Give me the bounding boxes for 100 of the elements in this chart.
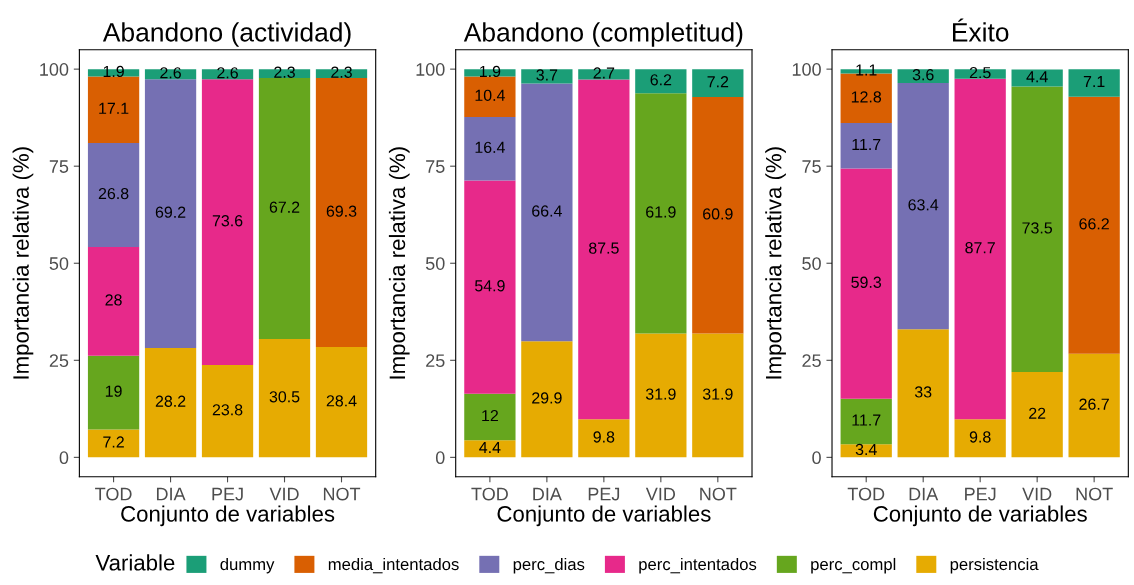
bar	[954, 419, 1006, 458]
x-tick-label: PEJ	[212, 487, 243, 501]
data-label: 10.4	[475, 89, 505, 101]
x-tick-label: PEJ	[965, 487, 996, 501]
legend-label: perc_compl	[811, 557, 896, 574]
y-tick-label: 25	[802, 354, 821, 368]
data-label: 6.2	[650, 74, 672, 86]
bar	[578, 419, 630, 458]
bar	[201, 364, 254, 458]
bar	[954, 78, 1006, 420]
bar	[1068, 69, 1120, 97]
y-tick-label: 0	[812, 451, 821, 465]
data-label: 22	[1029, 407, 1046, 419]
data-label: 19	[105, 385, 122, 397]
y-tick-label: 75	[802, 160, 821, 173]
x-tick-label: NOT	[1076, 487, 1113, 501]
bar	[464, 180, 516, 394]
data-label: 11.7	[852, 138, 881, 150]
bar	[635, 333, 687, 458]
bar	[201, 79, 254, 365]
bar	[578, 69, 630, 80]
y-tick-label: 0	[59, 451, 69, 465]
x-axis-title: Conjunto de variables	[873, 505, 1087, 527]
data-label: 3.7	[536, 69, 558, 81]
data-label: 9.8	[593, 431, 615, 443]
data-label: 67.2	[269, 201, 300, 213]
bar	[954, 69, 1006, 79]
x-tick-label: VID	[645, 487, 676, 501]
y-tick-label: 50	[802, 257, 821, 270]
data-label: 1.9	[480, 65, 501, 78]
y-tick-label: 25	[426, 354, 445, 368]
bar	[1011, 69, 1063, 87]
data-label: 61.9	[646, 206, 676, 218]
bar	[464, 116, 516, 181]
bar	[464, 393, 516, 441]
bar	[840, 168, 892, 399]
data-label: 31.9	[645, 388, 676, 400]
legend-label: persistencia	[950, 557, 1039, 574]
data-label: 2.3	[274, 66, 295, 78]
chart-title: Éxito	[953, 18, 1009, 42]
bar	[87, 142, 140, 247]
y-tick-label: 50	[425, 257, 445, 270]
data-label: 87.5	[589, 242, 619, 254]
data-label: 1.9	[103, 65, 124, 78]
bar	[87, 246, 140, 356]
y-tick-label: 75	[49, 160, 69, 173]
data-label: 69.3	[326, 205, 357, 217]
bar	[258, 338, 311, 458]
bar	[635, 69, 687, 94]
bar	[521, 69, 573, 84]
data-label: 12.8	[851, 91, 882, 103]
data-label: 87.7	[965, 242, 995, 254]
data-label: 11.7	[852, 414, 881, 426]
legend-label: media_intentados	[328, 557, 459, 574]
data-label: 54.9	[474, 280, 505, 292]
x-tick-label: NOT	[700, 487, 737, 501]
x-tick-label: DIA	[909, 487, 939, 501]
bar	[144, 347, 197, 458]
x-tick-label: TOD	[471, 487, 508, 501]
data-label: 7.2	[707, 76, 729, 88]
data-label: 16.4	[475, 141, 505, 154]
legend-label: perc_intentados	[639, 557, 757, 574]
data-label: 4.4	[479, 441, 501, 453]
y-tick-label: 25	[49, 354, 69, 368]
data-label: 30.5	[269, 391, 300, 403]
bar	[840, 123, 892, 169]
data-label: 26.7	[1079, 398, 1109, 410]
bar	[1068, 96, 1120, 354]
data-label: 63.4	[908, 199, 939, 211]
data-label: 2.6	[160, 67, 181, 79]
bar	[87, 355, 140, 430]
bar	[521, 83, 573, 342]
data-label: 28	[105, 294, 122, 306]
data-label: 69.2	[155, 206, 186, 218]
bar	[1011, 86, 1063, 372]
bar	[1011, 371, 1063, 458]
data-label: 2.3	[331, 66, 352, 78]
x-tick-label: DIA	[156, 487, 186, 501]
bar	[897, 69, 949, 84]
bar	[258, 78, 311, 339]
data-label: 73.5	[1022, 222, 1053, 234]
data-label: 29.9	[532, 392, 562, 404]
data-label: 60.9	[703, 208, 733, 220]
y-tick-label: 100	[792, 63, 821, 76]
data-label: 66.4	[532, 205, 562, 217]
y-tick-label: 100	[416, 63, 445, 76]
x-tick-label: TOD	[95, 487, 132, 501]
bar	[692, 97, 744, 334]
y-axis-title: Importancia relativa (%)	[12, 147, 34, 379]
data-label: 7.2	[103, 436, 124, 448]
bar	[578, 79, 630, 420]
data-label: 28.2	[155, 395, 186, 407]
data-label: 66.2	[1079, 218, 1109, 230]
legend-label: dummy	[220, 557, 275, 574]
bar	[144, 79, 197, 348]
data-label: 28.4	[326, 395, 357, 407]
data-label: 31.9	[702, 388, 733, 400]
y-axis-title: Importancia relativa (%)	[388, 147, 410, 379]
bar	[692, 69, 744, 98]
data-label: 3.4	[855, 443, 877, 456]
